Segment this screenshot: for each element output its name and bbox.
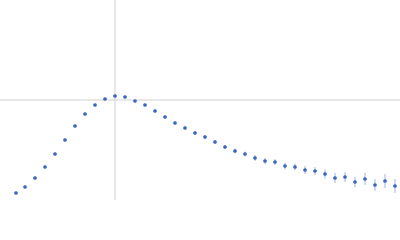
data-point xyxy=(53,152,57,156)
data-point xyxy=(14,191,18,195)
data-point xyxy=(173,121,177,125)
data-point xyxy=(353,180,357,184)
data-point xyxy=(83,112,87,116)
data-point xyxy=(193,131,197,135)
data-point xyxy=(223,145,227,149)
data-point xyxy=(163,115,167,119)
data-point xyxy=(253,156,257,160)
data-point xyxy=(263,159,267,163)
data-point xyxy=(233,149,237,153)
data-point xyxy=(323,172,327,176)
data-point xyxy=(203,135,207,139)
data-point xyxy=(393,184,397,188)
data-point xyxy=(213,140,217,144)
data-point xyxy=(143,103,147,107)
data-point xyxy=(343,175,347,179)
data-point xyxy=(313,169,317,173)
data-point xyxy=(43,165,47,169)
data-point xyxy=(273,160,277,164)
data-point xyxy=(183,126,187,130)
data-point xyxy=(93,103,97,107)
data-point xyxy=(133,99,137,103)
data-point xyxy=(153,109,157,113)
data-point xyxy=(33,176,37,180)
data-point xyxy=(383,179,387,183)
data-point xyxy=(293,165,297,169)
chart xyxy=(0,0,400,200)
page: (() => { const data = JSON.parse(documen… xyxy=(0,0,400,200)
data-point xyxy=(123,95,127,99)
data-point xyxy=(113,94,117,98)
data-point xyxy=(243,152,247,156)
data-point xyxy=(303,168,307,172)
data-point xyxy=(103,97,107,101)
data-point xyxy=(363,177,367,181)
data-point xyxy=(283,164,287,168)
data-point xyxy=(63,138,67,142)
data-point xyxy=(23,185,27,189)
data-point xyxy=(73,124,77,128)
data-point xyxy=(333,176,337,180)
data-point xyxy=(373,183,377,187)
